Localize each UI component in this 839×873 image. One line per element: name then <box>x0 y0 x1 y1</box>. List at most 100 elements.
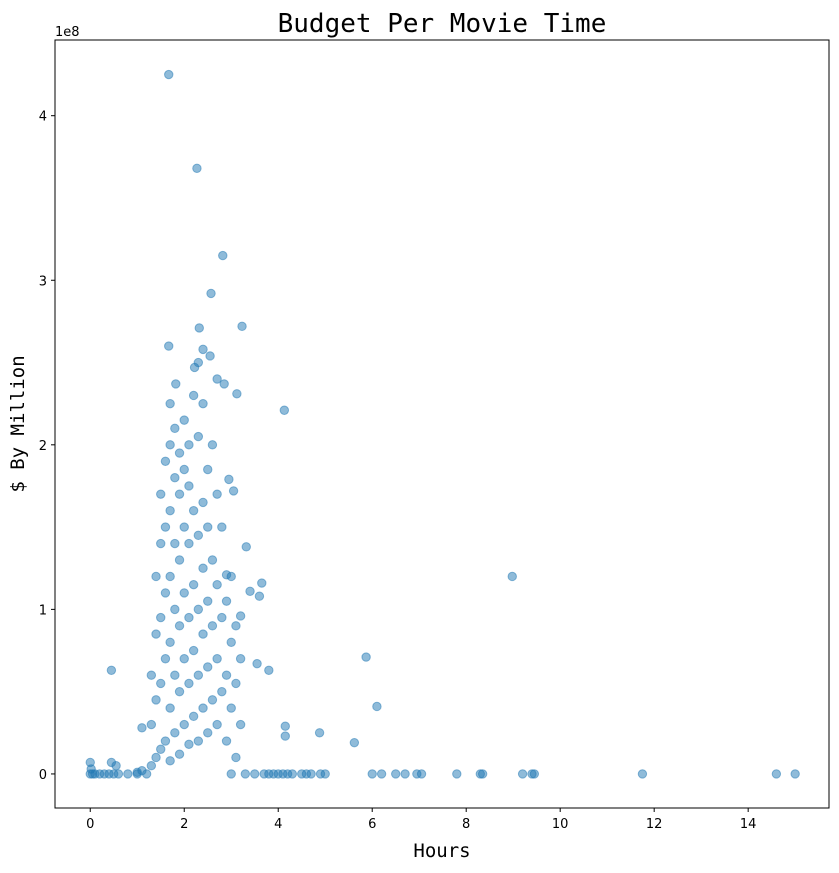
scatter-point <box>280 721 290 731</box>
scatter-point <box>151 695 161 705</box>
scatter-point <box>193 736 204 746</box>
scatter-point <box>179 464 189 475</box>
scatter-point <box>160 588 171 598</box>
scatter-point <box>188 390 199 401</box>
y-offset-label: 1e8 <box>55 25 80 40</box>
scatter-point <box>221 596 232 606</box>
scatter-point <box>165 756 175 766</box>
scatter-point <box>165 505 175 516</box>
scatter-point <box>170 423 180 434</box>
scatter-point <box>314 728 325 738</box>
scatter-point <box>156 744 166 754</box>
scatter-point <box>232 389 242 399</box>
scatter-point <box>235 719 246 730</box>
scatter-point <box>188 579 199 590</box>
scatter-point <box>212 374 222 384</box>
scatter-point <box>113 769 124 779</box>
scatter-point <box>198 497 208 508</box>
scatter-point <box>507 571 517 582</box>
x-tick-label: 6 <box>368 817 376 832</box>
scatter-point <box>160 522 171 532</box>
scatter-point <box>452 769 462 779</box>
scatter-point <box>198 398 208 409</box>
scatter-point <box>252 658 262 669</box>
scatter-point <box>203 522 213 532</box>
scatter-point <box>179 588 189 598</box>
scatter-point <box>174 686 185 697</box>
scatter-point <box>179 415 189 425</box>
scatter-point <box>164 69 174 80</box>
scatter-point <box>237 321 247 332</box>
scatter-point <box>218 250 228 261</box>
scatter-point <box>212 654 222 664</box>
scatter-point <box>156 612 166 623</box>
scatter-point <box>106 665 117 675</box>
scatter-point <box>391 769 401 779</box>
scatter-point <box>151 571 161 582</box>
scatter-point <box>224 474 234 485</box>
scatter-point <box>231 752 241 763</box>
scatter-point <box>250 769 260 779</box>
scatter-point <box>193 530 204 541</box>
scatter-point <box>174 621 185 631</box>
scatter-point <box>193 670 204 680</box>
scatter-point <box>228 486 239 496</box>
y-tick-label: 0 <box>39 768 47 783</box>
scatter-point <box>86 764 96 774</box>
scatter-point <box>254 591 265 601</box>
scatter-point <box>160 736 171 746</box>
scatter-point <box>156 678 166 689</box>
scatter-point <box>212 489 222 499</box>
scatter-point <box>212 719 222 730</box>
scatter-point <box>179 522 189 532</box>
scatter-point <box>192 163 202 174</box>
scatter-point <box>198 629 208 639</box>
scatter-point <box>174 749 185 759</box>
scatter-point <box>165 440 175 450</box>
scatter-point <box>146 719 157 730</box>
scatter-point <box>203 596 213 606</box>
scatter-point <box>164 341 174 351</box>
scatter-point <box>184 538 194 549</box>
x-axis-label: Hours <box>413 840 470 862</box>
scatter-point <box>203 464 213 475</box>
scatter-point <box>198 344 208 355</box>
chart-title: Budget Per Movie Time <box>278 9 607 39</box>
scatter-point <box>245 586 255 596</box>
y-tick-label: 3 <box>39 274 47 289</box>
y-axis-label: $ By Million <box>7 355 29 492</box>
scatter-point <box>193 431 204 442</box>
scatter-point <box>221 670 232 680</box>
scatter-point <box>367 769 377 779</box>
scatter-point <box>217 522 227 532</box>
scatter-point <box>264 665 274 675</box>
scatter-point <box>226 571 236 582</box>
scatter-point <box>193 604 204 615</box>
scatter-point <box>361 652 371 662</box>
scatter-point <box>400 769 410 779</box>
scatter-point <box>320 769 330 779</box>
scatter-point <box>188 505 199 516</box>
scatter-point <box>790 769 800 779</box>
scatter-point <box>517 769 528 779</box>
scatter-point <box>165 398 175 409</box>
scatter-point <box>257 578 267 588</box>
scatter-point <box>231 621 241 631</box>
scatter-point <box>306 769 316 779</box>
scatter-point <box>235 611 246 621</box>
scatter-point <box>198 563 208 573</box>
scatter-point <box>280 731 290 741</box>
scatter-point <box>207 695 218 705</box>
scatter-point <box>287 769 298 779</box>
scatter-point <box>170 728 180 738</box>
scatter-point <box>184 481 194 491</box>
scatter-point <box>174 555 185 565</box>
scatter-point <box>221 736 232 746</box>
scatter-point <box>189 362 200 373</box>
x-tick-label: 12 <box>646 817 663 832</box>
scatter-point <box>203 728 213 738</box>
scatter-point <box>188 645 199 656</box>
scatter-point <box>477 769 488 779</box>
scatter-point <box>111 761 121 771</box>
scatter-point <box>212 579 222 590</box>
